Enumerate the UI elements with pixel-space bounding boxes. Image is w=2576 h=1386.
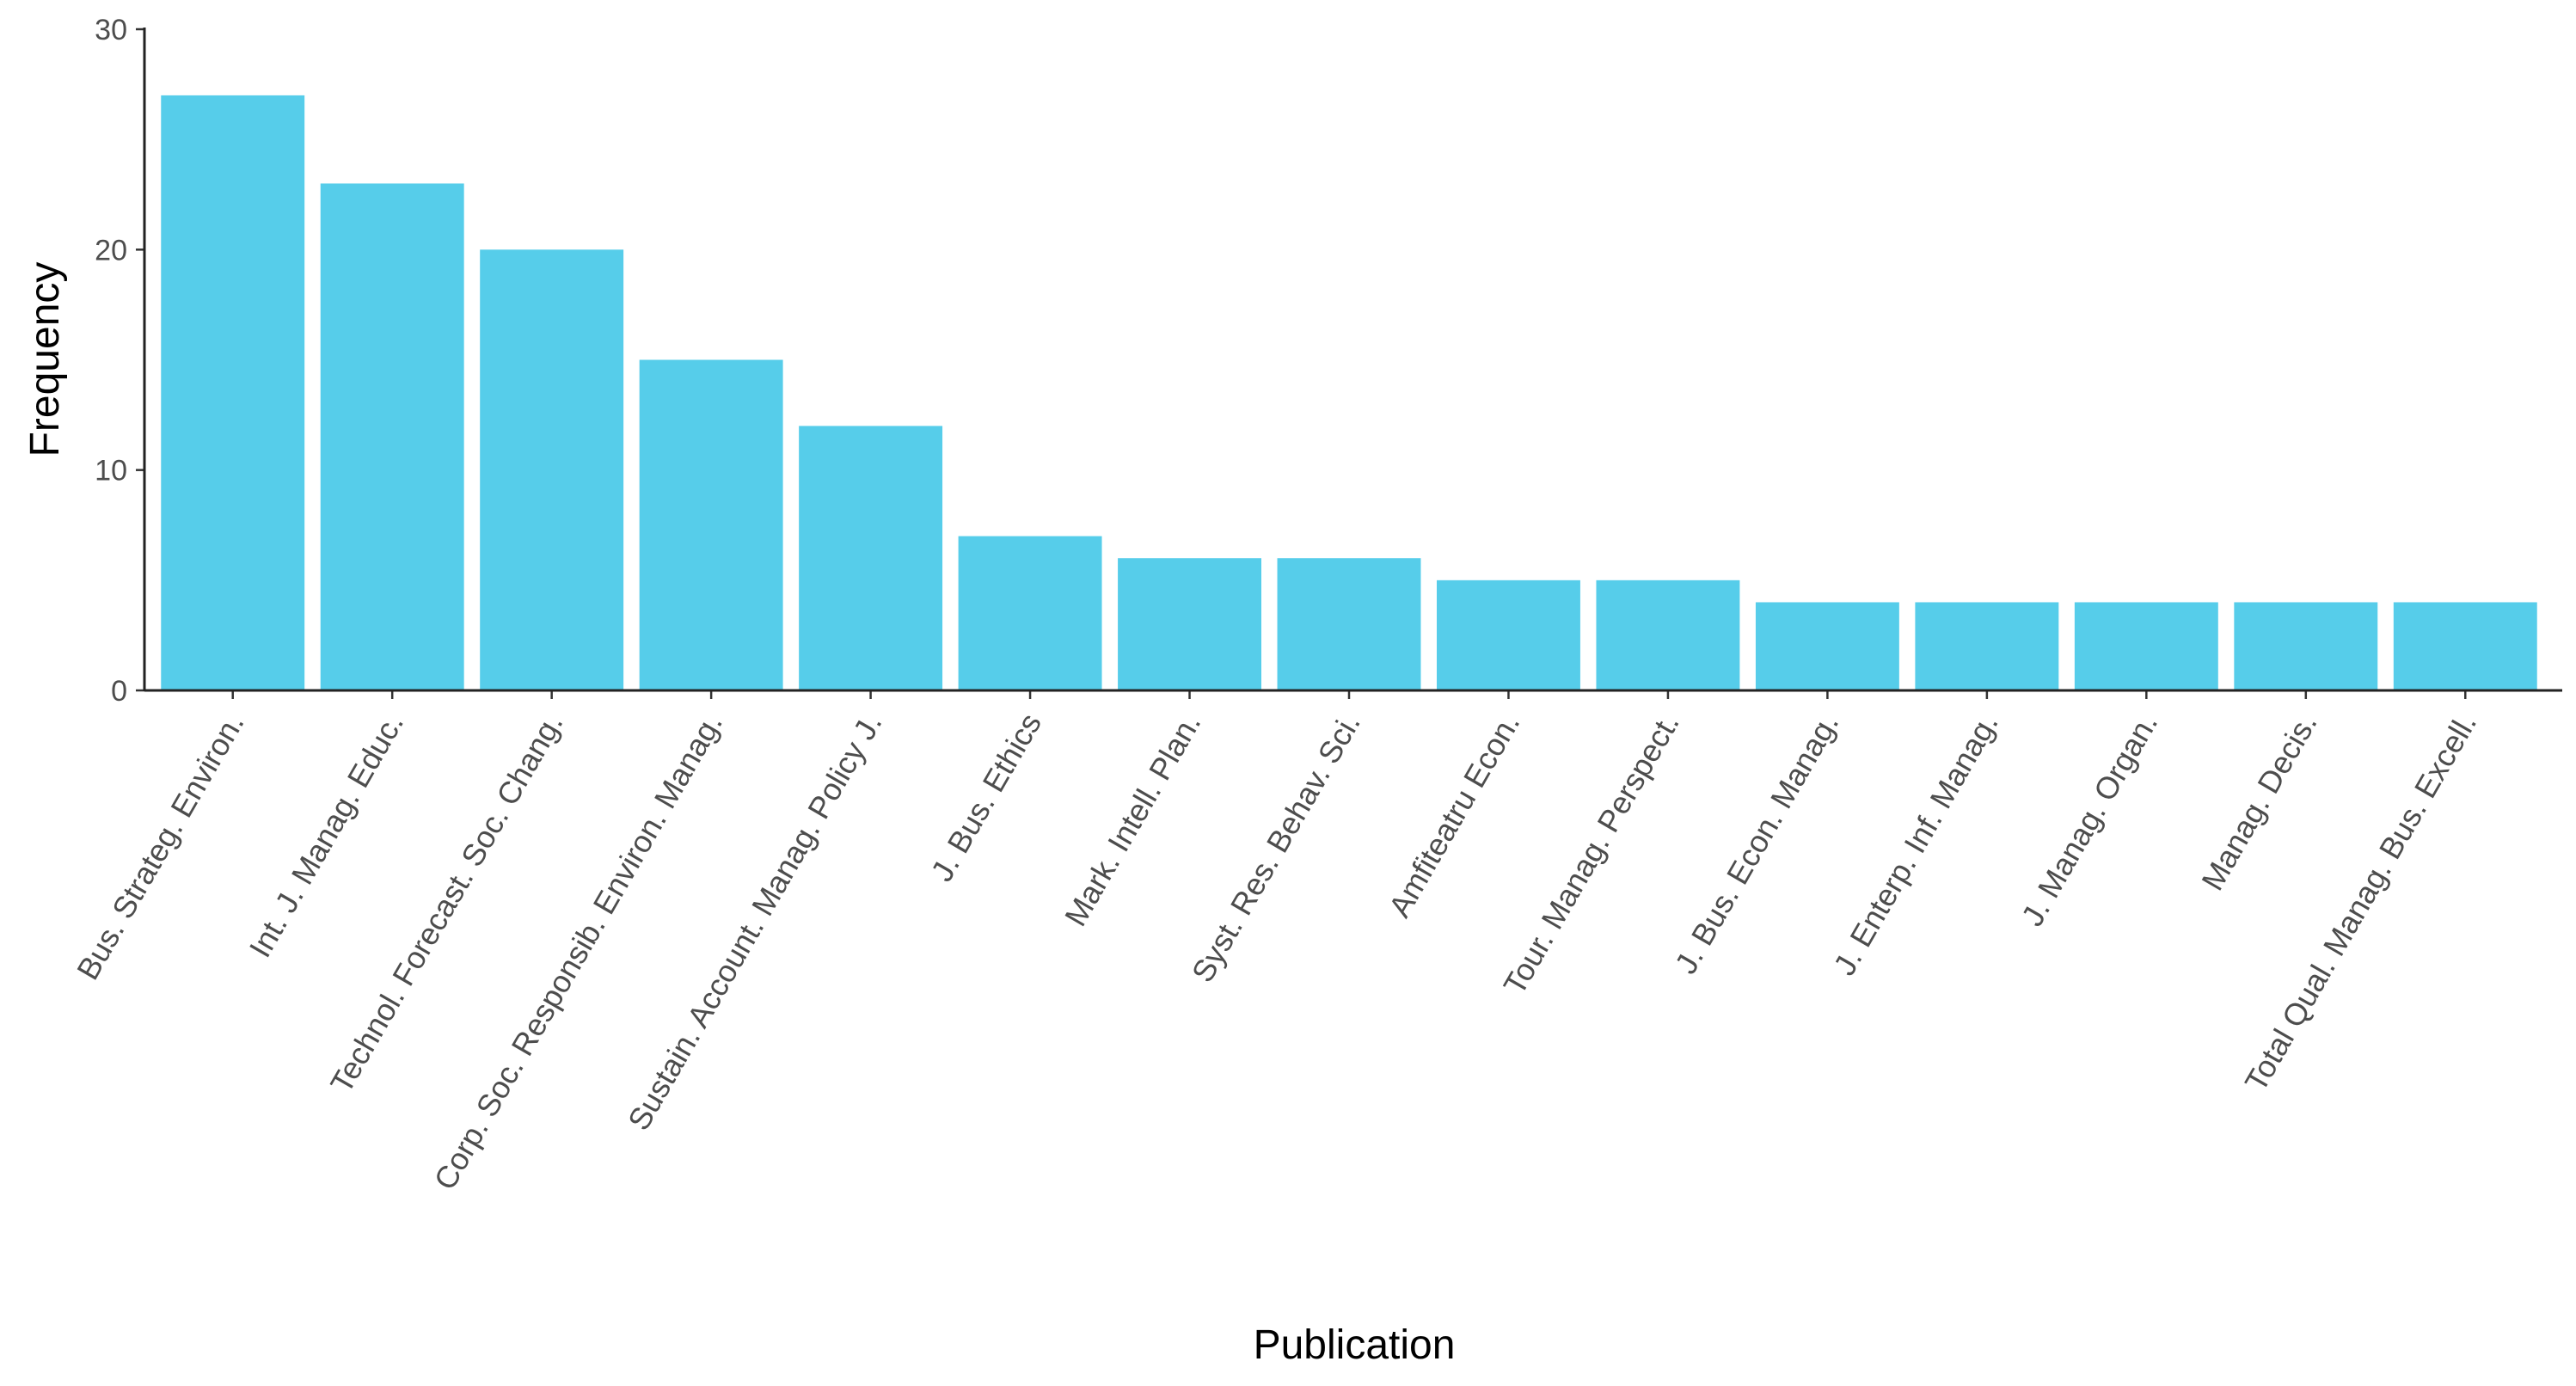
x-tick-label: Bus. Strateg. Environ. [70, 708, 251, 986]
bar [639, 359, 783, 690]
x-tick-label: J. Bus. Ethics [923, 708, 1048, 887]
bar [161, 95, 305, 690]
x-tick-label: J. Bus. Econ. Manag. [1668, 708, 1846, 980]
bar [1118, 558, 1261, 690]
x-tick-label: Amfiteatru Econ. [1382, 708, 1527, 923]
y-tick-label: 30 [95, 14, 127, 46]
y-tick-label: 20 [95, 234, 127, 267]
bar [1755, 602, 1899, 690]
x-tick-label: J. Manag. Organ. [2015, 708, 2165, 932]
bar [2074, 602, 2218, 690]
bar [1277, 558, 1421, 690]
bar [480, 249, 624, 690]
bar [799, 426, 943, 690]
x-tick-label: J. Enterp. Inf. Manag. [1826, 708, 2005, 982]
x-tick-label: Corp. Soc. Responsib. Environ. Manag. [426, 708, 729, 1196]
bar [1437, 580, 1580, 690]
y-axis-title: Frequency [22, 262, 68, 457]
y-tick-label: 10 [95, 455, 127, 488]
x-tick-label: Manag. Decis. [2194, 708, 2324, 897]
x-tick-label: Syst. Res. Behav. Sci. [1185, 708, 1367, 989]
bar [1915, 602, 2059, 690]
x-tick-label: Tour. Manag. Perspect. [1496, 708, 1686, 1001]
bar [2393, 602, 2537, 690]
x-axis-title: Publication [1254, 1322, 1456, 1368]
bar [1596, 580, 1740, 690]
x-tick-label: Int. J. Manag. Educ. [242, 708, 411, 964]
bar [320, 183, 464, 690]
bar [2234, 602, 2378, 690]
y-tick-label: 0 [111, 675, 127, 708]
bar [958, 536, 1102, 690]
x-tick-label: Mark. Intell. Plan. [1058, 708, 1208, 932]
